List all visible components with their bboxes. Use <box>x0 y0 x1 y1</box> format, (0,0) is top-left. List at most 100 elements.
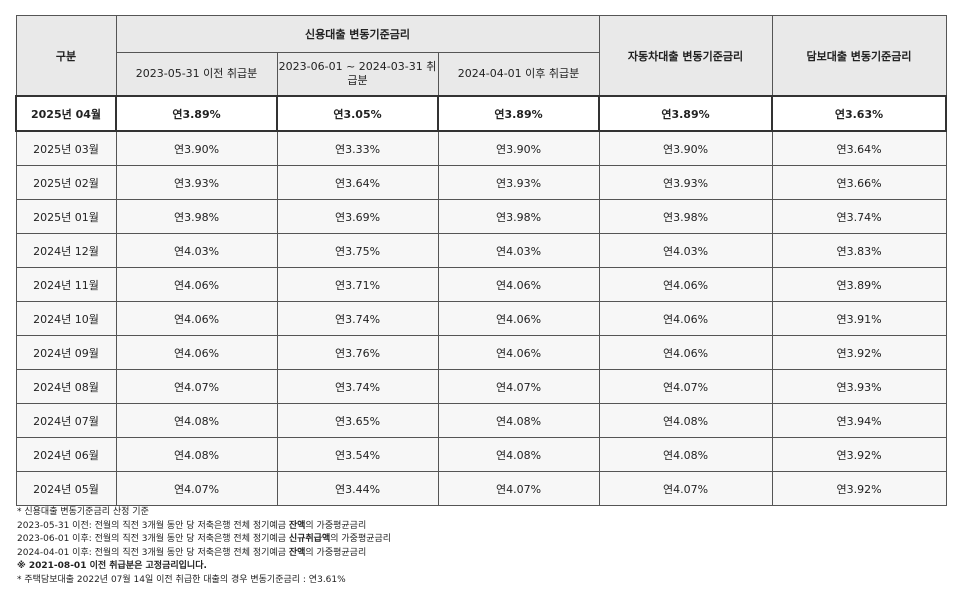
header-cell: 2023-06-01 ~ 2024-03-31 취급분 <box>276 52 439 97</box>
rate-cell: 연3.66% <box>771 165 947 200</box>
rate-cell: 연4.07% <box>115 369 278 404</box>
rate-cell: 연4.08% <box>437 403 600 438</box>
rate-cell: 연4.08% <box>598 403 773 438</box>
rate-cell: 연4.06% <box>598 267 773 302</box>
header-cell: 2024-04-01 이후 취급분 <box>437 52 600 97</box>
header-cell: 2023-05-31 이전 취급분 <box>115 52 278 97</box>
note-line: * 신용대출 변동기준금리 산정 기준 <box>17 506 391 520</box>
table-row: 2025년 01월 연3.98% 연3.69% 연3.98% 연3.98% 연3.74% <box>15 199 947 234</box>
rate-cell: 연4.03% <box>598 233 773 268</box>
rate-cell: 연3.93% <box>115 165 278 200</box>
note-text: ※ 2021-08-01 이전 취급분은 고정금리입니다. <box>17 561 207 572</box>
rate-cell: 연3.90% <box>598 130 773 166</box>
header-cell: 담보대출 변동기준금리 <box>771 15 947 97</box>
rate-cell: 연3.71% <box>276 267 439 302</box>
note-text: 2024-04-01 이후: 전월의 직전 3개월 동안 당 저축은행 전체 정… <box>17 547 289 558</box>
rate-cell: 연4.06% <box>437 335 600 370</box>
rate-cell: 연3.65% <box>276 403 439 438</box>
table-row: 2024년 09월 연4.06% 연3.76% 연4.06% 연4.06% 연3.92% <box>15 335 947 370</box>
rate-cell: 연4.06% <box>115 335 278 370</box>
rate-cell: 연4.03% <box>437 233 600 268</box>
rate-cell: 연3.74% <box>771 199 947 234</box>
rate-table: 구분 신용대출 변동기준금리 자동차대출 변동기준금리 담보대출 변동기준금리 … <box>15 15 947 506</box>
rate-cell: 연4.06% <box>115 301 278 336</box>
table-row: 2024년 05월 연4.07% 연3.44% 연4.07% 연4.07% 연3.92% <box>15 471 947 506</box>
rate-cell: 연3.90% <box>437 130 600 166</box>
note-text: 의 가중평균금리 <box>305 547 367 558</box>
month-cell: 2025년 03월 <box>15 130 117 166</box>
table-header: 구분 신용대출 변동기준금리 자동차대출 변동기준금리 담보대출 변동기준금리 … <box>15 15 947 97</box>
rate-cell: 연4.06% <box>437 301 600 336</box>
rate-cell: 연4.07% <box>437 471 600 506</box>
rate-cell: 연4.07% <box>437 369 600 404</box>
rate-cell: 연3.90% <box>115 130 278 166</box>
note-text: 2023-06-01 이후: 전월의 직전 3개월 동안 당 저축은행 전체 정… <box>17 534 289 545</box>
rate-cell: 연4.06% <box>115 267 278 302</box>
rate-cell: 연4.07% <box>115 471 278 506</box>
table-row: 2024년 06월 연4.08% 연3.54% 연4.08% 연4.08% 연3.92% <box>15 437 947 472</box>
rate-cell: 연3.93% <box>771 369 947 404</box>
rate-cell: 연3.69% <box>276 199 439 234</box>
rate-cell: 연3.89% <box>771 267 947 302</box>
note-text: * 신용대출 변동기준금리 산정 기준 <box>17 507 149 517</box>
rate-cell: 연3.93% <box>437 165 600 200</box>
note-text: 잔액 <box>288 547 306 558</box>
note-line: 2023-05-31 이전: 전월의 직전 3개월 동안 당 저축은행 전체 정… <box>17 520 391 534</box>
rate-cell: 연4.06% <box>437 267 600 302</box>
table-row: 2025년 04월 연3.89% 연3.05% 연3.89% 연3.89% 연3.63% <box>15 95 947 132</box>
table-row: 2024년 07월 연4.08% 연3.65% 연4.08% 연4.08% 연3.94% <box>15 403 947 438</box>
header-cell: 자동차대출 변동기준금리 <box>598 15 773 97</box>
note-line: ※ 2021-08-01 이전 취급분은 고정금리입니다. <box>17 560 391 574</box>
rate-cell: 연3.89% <box>437 95 600 132</box>
rate-cell: 연3.92% <box>771 437 947 472</box>
table-row: 2024년 12월 연4.03% 연3.75% 연4.03% 연4.03% 연3.83% <box>15 233 947 268</box>
note-text: 신규취급액 <box>288 534 331 545</box>
rate-cell: 연3.98% <box>115 199 278 234</box>
note-text: 의 가중평균금리 <box>305 520 367 531</box>
table-row: 2025년 02월 연3.93% 연3.64% 연3.93% 연3.93% 연3.66% <box>15 165 947 200</box>
notes: * 신용대출 변동기준금리 산정 기준 2023-05-31 이전: 전월의 직전… <box>17 506 391 588</box>
rate-cell: 연3.92% <box>771 335 947 370</box>
rate-cell: 연4.07% <box>598 369 773 404</box>
rate-cell: 연3.98% <box>437 199 600 234</box>
rate-cell: 연3.89% <box>115 95 278 132</box>
rate-cell: 연3.93% <box>598 165 773 200</box>
note-text: 의 가중평균금리 <box>330 534 392 545</box>
note-text: 잔액 <box>288 520 306 531</box>
note-text: 2023-05-31 이전: 전월의 직전 3개월 동안 당 저축은행 전체 정… <box>17 520 289 531</box>
table-row: 2024년 08월 연4.07% 연3.74% 연4.07% 연4.07% 연3.93% <box>15 369 947 404</box>
header-cell: 구분 <box>15 15 117 97</box>
month-cell: 2024년 09월 <box>15 335 117 370</box>
rate-cell: 연3.44% <box>276 471 439 506</box>
month-cell: 2024년 07월 <box>15 403 117 438</box>
month-cell: 2024년 06월 <box>15 437 117 472</box>
rate-cell: 연4.08% <box>598 437 773 472</box>
rate-cell: 연4.06% <box>598 335 773 370</box>
rate-cell: 연3.94% <box>771 403 947 438</box>
rate-cell: 연4.08% <box>115 403 278 438</box>
rate-cell: 연4.07% <box>598 471 773 506</box>
month-cell: 2025년 02월 <box>15 165 117 200</box>
rate-cell: 연4.08% <box>115 437 278 472</box>
rate-cell: 연3.64% <box>771 130 947 166</box>
table-row: 2025년 03월 연3.90% 연3.33% 연3.90% 연3.90% 연3.64% <box>15 130 947 166</box>
header-cell: 신용대출 변동기준금리 <box>115 15 600 53</box>
month-cell: 2024년 10월 <box>15 301 117 336</box>
rate-cell: 연3.91% <box>771 301 947 336</box>
month-cell: 2024년 05월 <box>15 471 117 506</box>
rate-cell: 연3.33% <box>276 130 439 166</box>
note-text: * 주택담보대출 2022년 07월 14일 이전 취급한 대출의 경우 변동기… <box>17 574 346 585</box>
month-cell: 2025년 04월 <box>15 95 117 132</box>
rate-cell: 연3.76% <box>276 335 439 370</box>
rate-cell: 연3.92% <box>771 471 947 506</box>
note-line: 2024-04-01 이후: 전월의 직전 3개월 동안 당 저축은행 전체 정… <box>17 547 391 561</box>
rate-cell: 연3.64% <box>276 165 439 200</box>
month-cell: 2024년 08월 <box>15 369 117 404</box>
rate-cell: 연3.98% <box>598 199 773 234</box>
rate-cell: 연3.75% <box>276 233 439 268</box>
note-line: * 주택담보대출 2022년 07월 14일 이전 취급한 대출의 경우 변동기… <box>17 574 391 588</box>
rate-cell: 연4.06% <box>598 301 773 336</box>
month-cell: 2024년 11월 <box>15 267 117 302</box>
table-body: 2025년 04월 연3.89% 연3.05% 연3.89% 연3.89% 연3.63% 2… <box>15 95 947 506</box>
